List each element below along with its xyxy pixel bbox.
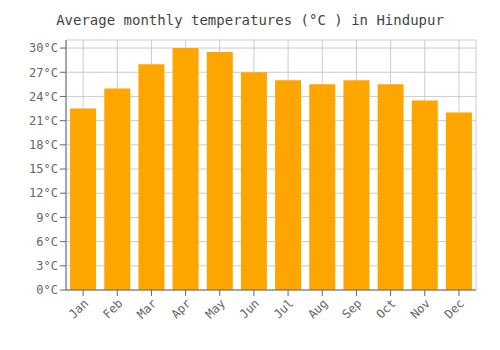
svg-text:Mar: Mar [134, 296, 159, 321]
svg-text:18°C: 18°C [29, 138, 58, 152]
svg-text:30°C: 30°C [29, 41, 58, 55]
svg-text:Aug: Aug [305, 296, 330, 321]
svg-text:3°C: 3°C [36, 259, 58, 273]
svg-text:15°C: 15°C [29, 162, 58, 176]
svg-text:Jun: Jun [237, 296, 262, 321]
svg-text:Oct: Oct [373, 296, 398, 321]
svg-text:Sep: Sep [339, 296, 364, 321]
svg-text:Jan: Jan [66, 296, 91, 321]
svg-text:9°C: 9°C [36, 211, 58, 225]
svg-text:12°C: 12°C [29, 186, 58, 200]
svg-text:Dec: Dec [442, 296, 467, 321]
svg-text:0°C: 0°C [36, 283, 58, 297]
svg-text:Nov: Nov [408, 296, 433, 321]
svg-text:6°C: 6°C [36, 235, 58, 249]
svg-text:21°C: 21°C [29, 114, 58, 128]
svg-text:24°C: 24°C [29, 90, 58, 104]
svg-text:Feb: Feb [100, 296, 125, 321]
svg-text:May: May [203, 296, 228, 321]
svg-text:27°C: 27°C [29, 66, 58, 80]
svg-text:Apr: Apr [168, 296, 193, 321]
svg-text:Jul: Jul [271, 296, 296, 321]
html-text:Average monthly temperatures (: Average monthly temperatures (°C ) in Hi… [56, 12, 444, 28]
